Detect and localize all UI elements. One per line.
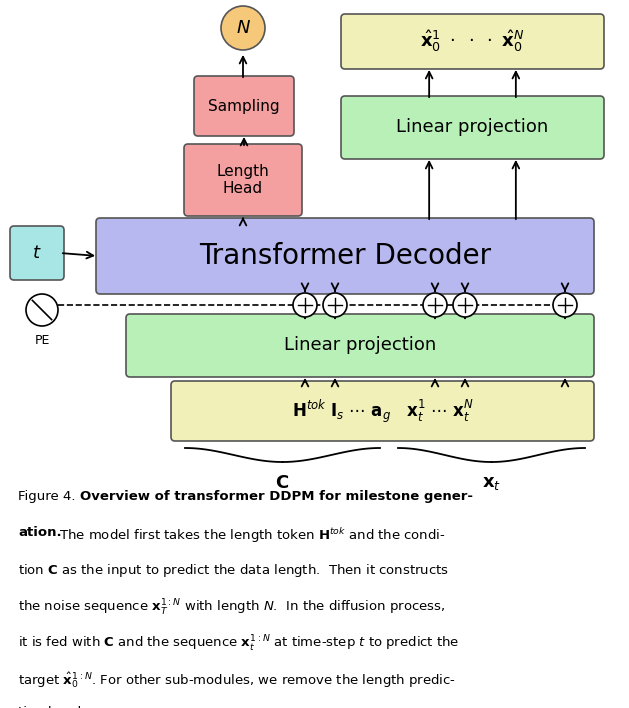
Text: Linear projection: Linear projection [284,336,436,355]
Text: $\mathbf{C}$: $\mathbf{C}$ [276,474,289,492]
FancyBboxPatch shape [341,96,604,159]
Text: Linear projection: Linear projection [396,118,548,137]
Text: tion head.: tion head. [18,706,86,708]
Text: PE: PE [35,334,50,347]
Circle shape [453,293,477,317]
Text: $t$: $t$ [32,244,42,262]
Text: $\mathbf{H}^{tok}\ \mathbf{I}_s\ \cdots\ \mathbf{a}_g\quad\mathbf{x}_t^1\ \cdots: $\mathbf{H}^{tok}\ \mathbf{I}_s\ \cdots\… [292,397,474,425]
Text: $\hat{\mathbf{x}}_0^1\ \cdot\ \cdot\ \cdot\ \hat{\mathbf{x}}_0^N$: $\hat{\mathbf{x}}_0^1\ \cdot\ \cdot\ \cd… [420,28,525,55]
FancyBboxPatch shape [341,14,604,69]
Circle shape [221,6,265,50]
FancyBboxPatch shape [126,314,594,377]
Circle shape [323,293,347,317]
Circle shape [26,294,58,326]
Text: target $\hat{\mathbf{x}}_{0}^{1:N}$. For other sub-modules, we remove the length: target $\hat{\mathbf{x}}_{0}^{1:N}$. For… [18,670,456,690]
Text: The model first takes the length token $\mathbf{H}^{tok}$ and the condi-: The model first takes the length token $… [55,526,445,545]
FancyBboxPatch shape [96,218,594,294]
FancyBboxPatch shape [10,226,64,280]
Text: tion $\mathbf{C}$ as the input to predict the data length.  Then it constructs: tion $\mathbf{C}$ as the input to predic… [18,562,449,579]
Text: it is fed with $\mathbf{C}$ and the sequence $\mathbf{x}_{t}^{1:N}$ at time-step: it is fed with $\mathbf{C}$ and the sequ… [18,634,459,654]
Text: Figure 4.: Figure 4. [18,490,80,503]
Text: $\mathbf{x}_t$: $\mathbf{x}_t$ [482,474,501,492]
FancyBboxPatch shape [194,76,294,136]
Text: Transformer Decoder: Transformer Decoder [199,242,491,270]
FancyBboxPatch shape [184,144,302,216]
Text: $N$: $N$ [235,19,250,37]
Text: ation.: ation. [18,526,62,539]
Circle shape [423,293,447,317]
Text: Sampling: Sampling [208,98,280,113]
Circle shape [553,293,577,317]
Text: the noise sequence $\mathbf{x}_{T}^{1:N}$ with length $N$.  In the diffusion pro: the noise sequence $\mathbf{x}_{T}^{1:N}… [18,598,445,618]
Text: Length
Head: Length Head [216,164,269,196]
Circle shape [293,293,317,317]
Text: Overview of transformer DDPM for milestone gener-: Overview of transformer DDPM for milesto… [80,490,473,503]
FancyBboxPatch shape [171,381,594,441]
